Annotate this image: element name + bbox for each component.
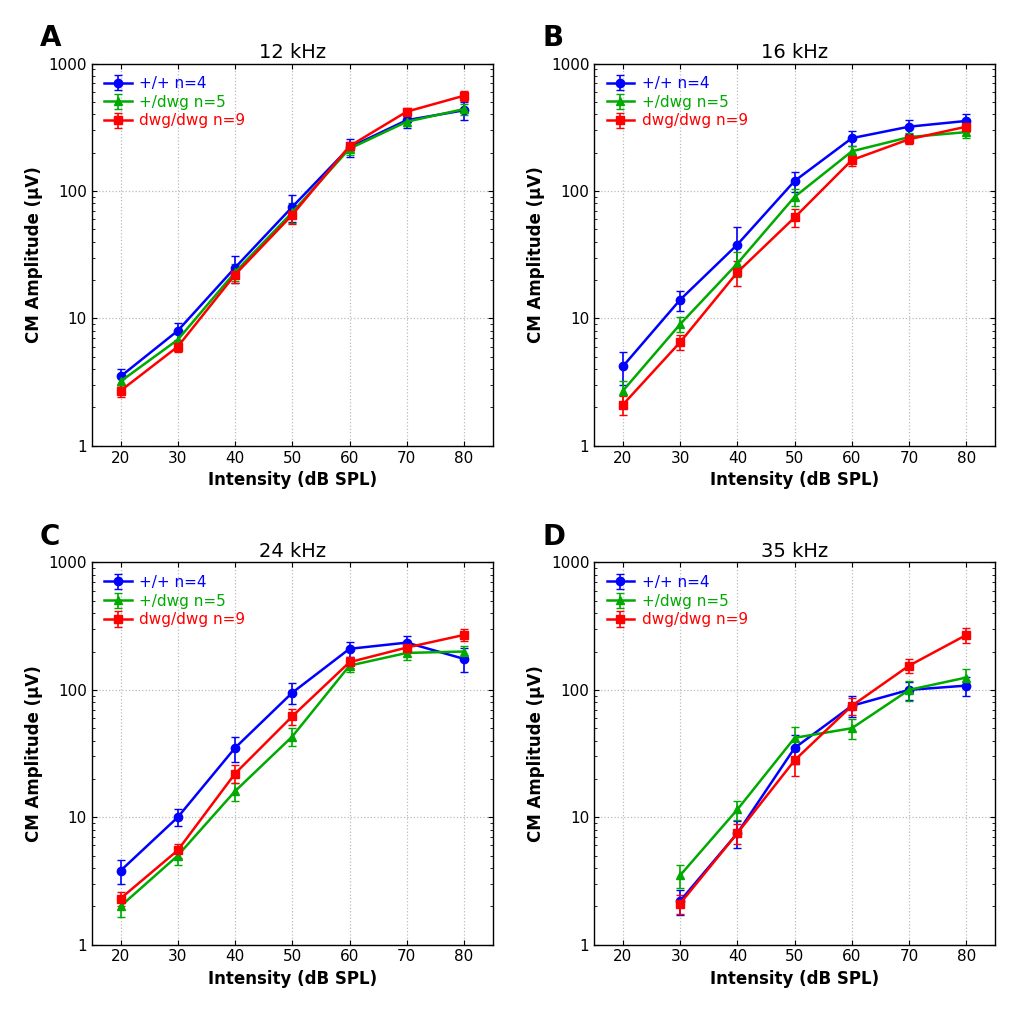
Legend: +/+ n=4, +/dwg n=5, dwg/dwg n=9: +/+ n=4, +/dwg n=5, dwg/dwg n=9: [100, 570, 250, 632]
X-axis label: Intensity (dB SPL): Intensity (dB SPL): [709, 471, 878, 489]
Y-axis label: CM Amplitude (μV): CM Amplitude (μV): [527, 666, 545, 842]
Title: 16 kHz: 16 kHz: [760, 44, 827, 62]
X-axis label: Intensity (dB SPL): Intensity (dB SPL): [208, 471, 376, 489]
Text: C: C: [40, 523, 60, 551]
Y-axis label: CM Amplitude (μV): CM Amplitude (μV): [527, 166, 545, 343]
Y-axis label: CM Amplitude (μV): CM Amplitude (μV): [25, 666, 43, 842]
Text: A: A: [40, 24, 61, 53]
Legend: +/+ n=4, +/dwg n=5, dwg/dwg n=9: +/+ n=4, +/dwg n=5, dwg/dwg n=9: [601, 570, 752, 632]
Text: D: D: [542, 523, 565, 551]
Title: 24 kHz: 24 kHz: [259, 542, 325, 561]
X-axis label: Intensity (dB SPL): Intensity (dB SPL): [709, 970, 878, 988]
Legend: +/+ n=4, +/dwg n=5, dwg/dwg n=9: +/+ n=4, +/dwg n=5, dwg/dwg n=9: [601, 71, 752, 133]
Legend: +/+ n=4, +/dwg n=5, dwg/dwg n=9: +/+ n=4, +/dwg n=5, dwg/dwg n=9: [100, 71, 250, 133]
Text: B: B: [542, 24, 562, 53]
Title: 35 kHz: 35 kHz: [760, 542, 827, 561]
X-axis label: Intensity (dB SPL): Intensity (dB SPL): [208, 970, 376, 988]
Title: 12 kHz: 12 kHz: [259, 44, 325, 62]
Y-axis label: CM Amplitude (μV): CM Amplitude (μV): [25, 166, 43, 343]
